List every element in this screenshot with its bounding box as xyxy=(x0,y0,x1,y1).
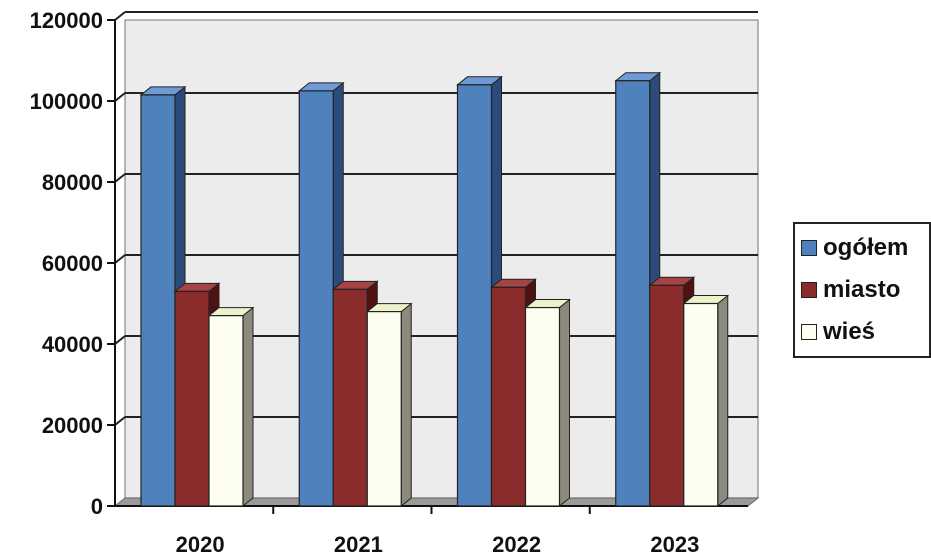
legend-swatch-miasto xyxy=(801,282,817,298)
gridline-diag xyxy=(114,11,126,21)
gridline-diag xyxy=(114,92,126,102)
bar-front xyxy=(456,84,493,507)
y-tick-labels: 0 20000 40000 60000 80000 100000 120000 xyxy=(30,8,103,519)
x-tick-label: 2021 xyxy=(334,532,383,556)
gridline-diag xyxy=(114,416,126,426)
bars xyxy=(139,71,730,508)
legend-swatch-ogolem xyxy=(801,240,817,256)
y-tick-label: 60000 xyxy=(42,251,103,276)
bar-front xyxy=(140,94,176,507)
legend-swatch-wies xyxy=(801,324,817,340)
legend-item-miasto: miasto xyxy=(801,276,900,304)
legend-item-ogolem: ogółem xyxy=(801,234,908,262)
bar-front xyxy=(615,80,651,507)
bar-front xyxy=(649,284,685,507)
legend-item-wies: wieś xyxy=(801,318,875,346)
y-tick-label: 40000 xyxy=(42,332,103,357)
gridline-diag xyxy=(114,254,126,264)
bar-front xyxy=(208,315,244,507)
bar-front xyxy=(298,90,334,507)
gridline-diag xyxy=(114,173,126,183)
bar-side xyxy=(400,302,412,508)
bar-side xyxy=(717,294,729,508)
bar-2022-2 xyxy=(524,298,571,508)
x-tick-labels: 2020 2021 2022 2023 xyxy=(176,532,700,556)
y-tick-label: 80000 xyxy=(42,170,103,195)
legend-label-miasto: miasto xyxy=(823,276,901,303)
bar-2020-2 xyxy=(207,306,255,508)
x-tick-label: 2022 xyxy=(492,532,541,556)
x-tick-label: 2020 xyxy=(176,532,225,556)
legend-label-wies: wieś xyxy=(823,318,876,345)
bar-front xyxy=(490,286,527,507)
legend: ogółem miasto wieś xyxy=(793,222,931,358)
bar-side xyxy=(559,298,570,508)
y-tick-label: 120000 xyxy=(30,8,103,33)
bar-front xyxy=(332,288,368,507)
bar-front xyxy=(683,302,719,507)
x-tick-label: 2023 xyxy=(650,532,699,556)
bar-front xyxy=(174,290,210,507)
bar-front xyxy=(366,311,402,507)
y-tick-label: 100000 xyxy=(30,89,103,114)
bar-front xyxy=(524,306,561,507)
y-tick-label: 20000 xyxy=(42,413,103,438)
y-tick-label: 0 xyxy=(91,494,103,519)
gridline-diag xyxy=(114,335,126,345)
legend-label-ogolem: ogółem xyxy=(823,234,909,261)
bar-2023-2 xyxy=(682,294,730,508)
bar-side xyxy=(242,306,254,508)
bar-2021-2 xyxy=(365,302,413,508)
